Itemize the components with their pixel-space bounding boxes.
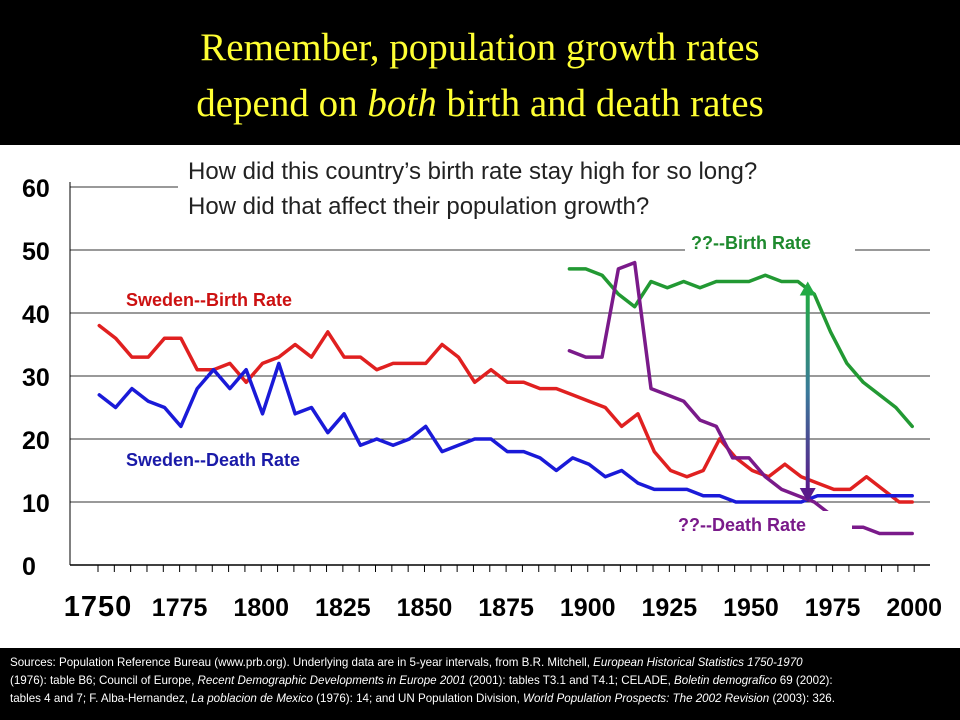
arrow-head-up xyxy=(799,281,816,296)
question-birth-rate: How did this country’s birth rate stay h… xyxy=(188,158,758,185)
series-annotation: ??--Birth Rate xyxy=(691,233,811,253)
x-tick-label: 1850 xyxy=(397,594,453,622)
title-emphasis: both xyxy=(367,82,437,125)
arrow-shaft xyxy=(805,293,810,490)
sources-title: La poblacion de Mexico xyxy=(191,692,313,705)
x-tick-label: 1975 xyxy=(805,594,861,622)
sources-text: Sources: Population Reference Bureau (ww… xyxy=(10,656,594,669)
y-tick-label: 0 xyxy=(22,553,36,581)
series-annotation: Sweden--Birth Rate xyxy=(126,290,292,310)
y-tick-label: 50 xyxy=(22,238,50,266)
series-annotation: ??--Death Rate xyxy=(678,515,806,535)
sources-text: tables 4 and 7; F. Alba-Hernandez, xyxy=(10,692,192,705)
title-band: Remember, population growth rates depend… xyxy=(0,0,960,145)
annotation-bg xyxy=(672,511,852,537)
axes: 0 10 20 30 40 50 60 1750 1775 1800 1825 1850 1875 190… xyxy=(22,175,942,623)
population-chart: 0 10 20 30 40 50 60 1750 1775 1800 1825 1850 1875 190… xyxy=(22,153,942,623)
series-line xyxy=(97,323,914,504)
x-tick-label: 1750 xyxy=(64,591,133,623)
annotation-bg xyxy=(685,229,855,255)
title-text: depend on xyxy=(196,82,368,125)
x-tick-label: 1825 xyxy=(315,594,371,622)
question-population-growth: How did that affect their population gro… xyxy=(188,193,650,220)
series-line xyxy=(97,361,914,504)
sources-title: European Historical Statistics 1750-1970 xyxy=(593,656,803,669)
birth-death-gap-arrow xyxy=(799,281,816,502)
annotation-bg xyxy=(120,286,390,312)
sources-text: 69 (2002): xyxy=(776,674,833,687)
x-tick-label: 1950 xyxy=(723,594,779,622)
slide-title-line-2: depend on both birth and death rates xyxy=(0,82,960,126)
series-annotation: Sweden--Death Rate xyxy=(126,450,300,470)
annotation-bg xyxy=(120,446,356,472)
x-tick-label: 2000 xyxy=(886,594,942,622)
y-tick-label: 30 xyxy=(22,364,50,392)
sources-text: (1976): 14; and UN Population Division, xyxy=(312,692,524,705)
x-tick-label: 1875 xyxy=(478,594,534,622)
y-tick-label: 60 xyxy=(22,175,50,203)
series-line xyxy=(567,267,914,429)
x-tick-label: 1925 xyxy=(642,594,698,622)
series-annotations: Sweden--Birth Rate Sweden--Death Rate ??--… xyxy=(120,153,938,537)
sources-title: Recent Demographic Developments in Europ… xyxy=(197,674,466,687)
y-tick-label: 20 xyxy=(22,427,50,455)
sources-footnote: Sources: Population Reference Bureau (ww… xyxy=(0,648,960,720)
arrow-head-down xyxy=(799,488,816,502)
x-tick-label: 1900 xyxy=(560,594,616,622)
sources-title: Boletin demografico xyxy=(674,674,777,687)
series-lines xyxy=(97,260,914,536)
slide-title-line-1: Remember, population growth rates xyxy=(200,26,760,69)
y-tick-label: 10 xyxy=(22,490,50,518)
sources-text: (2001): tables T3.1 and T4.1; CELADE, xyxy=(465,674,675,687)
x-tick-label: 1800 xyxy=(233,594,289,622)
question-bg xyxy=(178,153,938,231)
sources-title: World Population Prospects: The 2002 Rev… xyxy=(523,692,770,705)
sources-text: (2003): 326. xyxy=(769,692,835,705)
sources-text: (1976): table B6; Council of Europe, xyxy=(10,674,198,687)
x-tick-label: 1775 xyxy=(152,594,208,622)
series-line xyxy=(567,260,914,536)
title-text-end: birth and death rates xyxy=(436,82,764,125)
y-tick-label: 40 xyxy=(22,301,50,329)
